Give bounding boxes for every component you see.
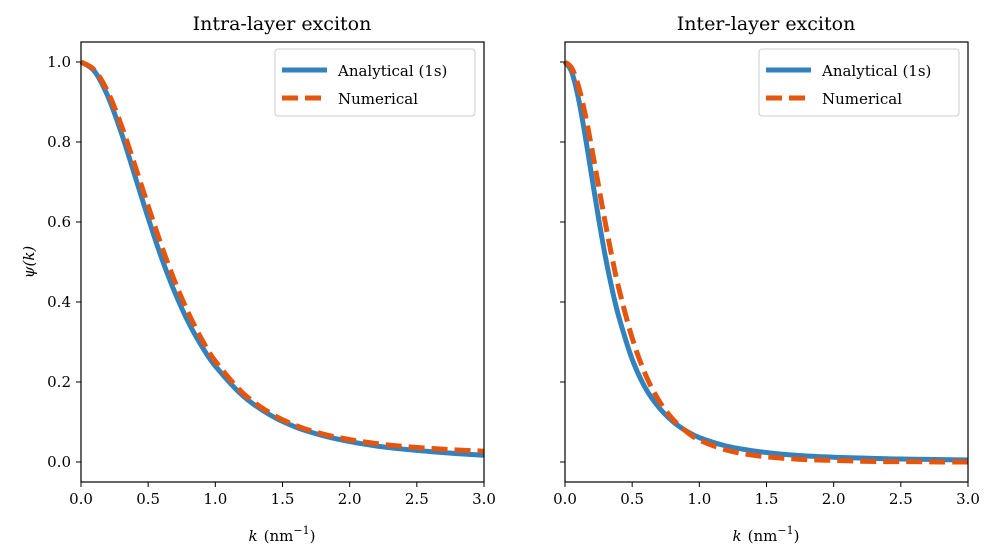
x-axis-label-var: k: [733, 527, 742, 545]
x-tick-label: 0.5: [136, 490, 160, 508]
y-tick-label: 0.0: [47, 453, 71, 471]
x-tick-label: 3.0: [956, 490, 980, 508]
tick-group: 0.0 0.5 1.0 1.5 2.0 2.5 3.0: [553, 61, 980, 508]
x-tick-label: 1.0: [687, 490, 711, 508]
series-group: [562, 59, 969, 465]
series-group: [79, 59, 485, 458]
legend-label-analytical: Analytical (1s): [337, 62, 447, 80]
plot-frame: [564, 41, 969, 483]
series-line-analytical: [79, 59, 485, 458]
y-tick-label: 0.6: [47, 213, 71, 231]
x-axis-label: k (nm−1): [733, 524, 800, 545]
legend-box: [758, 48, 960, 117]
x-tick-label: 0.0: [553, 490, 577, 508]
y-tick-label: 1.0: [47, 53, 71, 71]
y-tick-label: 0.4: [47, 293, 71, 311]
legend: Analytical (1s) Numerical: [758, 48, 960, 117]
legend-label-analytical: Analytical (1s): [821, 62, 931, 80]
x-tick-label: 2.0: [338, 490, 362, 508]
panel-title: Intra-layer exciton: [193, 13, 372, 35]
series-line-numerical: [563, 59, 969, 465]
x-axis-label-exp: −1: [293, 524, 309, 537]
x-tick-label: 1.5: [271, 490, 295, 508]
x-tick-label: 2.5: [405, 490, 429, 508]
x-axis-label-unit: (nm: [748, 527, 778, 545]
legend: Analytical (1s) Numerical: [274, 48, 476, 117]
legend-label-numerical: Numerical: [822, 90, 902, 108]
x-axis-label: k (nm−1): [249, 524, 316, 545]
x-tick-label: 1.0: [203, 490, 227, 508]
y-tick-label: 0.2: [47, 373, 71, 391]
tick-group: 0.0 0.5 1.0 1.5 2.0 2.5 3.0 0.0 0.2 0.4 0.6 0.8 1.0: [47, 53, 496, 508]
x-axis-label-var: k: [249, 527, 258, 545]
x-axis-label-close: ): [310, 527, 316, 545]
x-axis-label-unit: (nm: [264, 527, 294, 545]
y-tick-label: 0.8: [47, 133, 71, 151]
y-axis-label: ψ(k): [20, 246, 38, 279]
panel-intra-layer: Intra-layer exciton 0.0 0.5 1.0 1.5 2.0 2.5 3.…: [20, 13, 496, 545]
x-tick-label: 3.0: [472, 490, 496, 508]
series-line-numerical: [79, 59, 485, 454]
legend-label-numerical: Numerical: [338, 90, 418, 108]
panel-inter-layer: Inter-layer exciton 0.0 0.5 1.0 1.5 2.0 2.5 3.…: [553, 13, 980, 545]
x-tick-label: 0.5: [620, 490, 644, 508]
x-axis-label-exp: −1: [777, 524, 793, 537]
x-tick-label: 1.5: [755, 490, 779, 508]
plot-frame: [80, 41, 485, 483]
x-tick-label: 2.5: [889, 490, 913, 508]
legend-box: [274, 48, 476, 117]
x-tick-label: 0.0: [69, 490, 93, 508]
x-axis-label-close: ): [794, 527, 800, 545]
panel-title: Inter-layer exciton: [677, 13, 856, 35]
x-tick-label: 2.0: [822, 490, 846, 508]
